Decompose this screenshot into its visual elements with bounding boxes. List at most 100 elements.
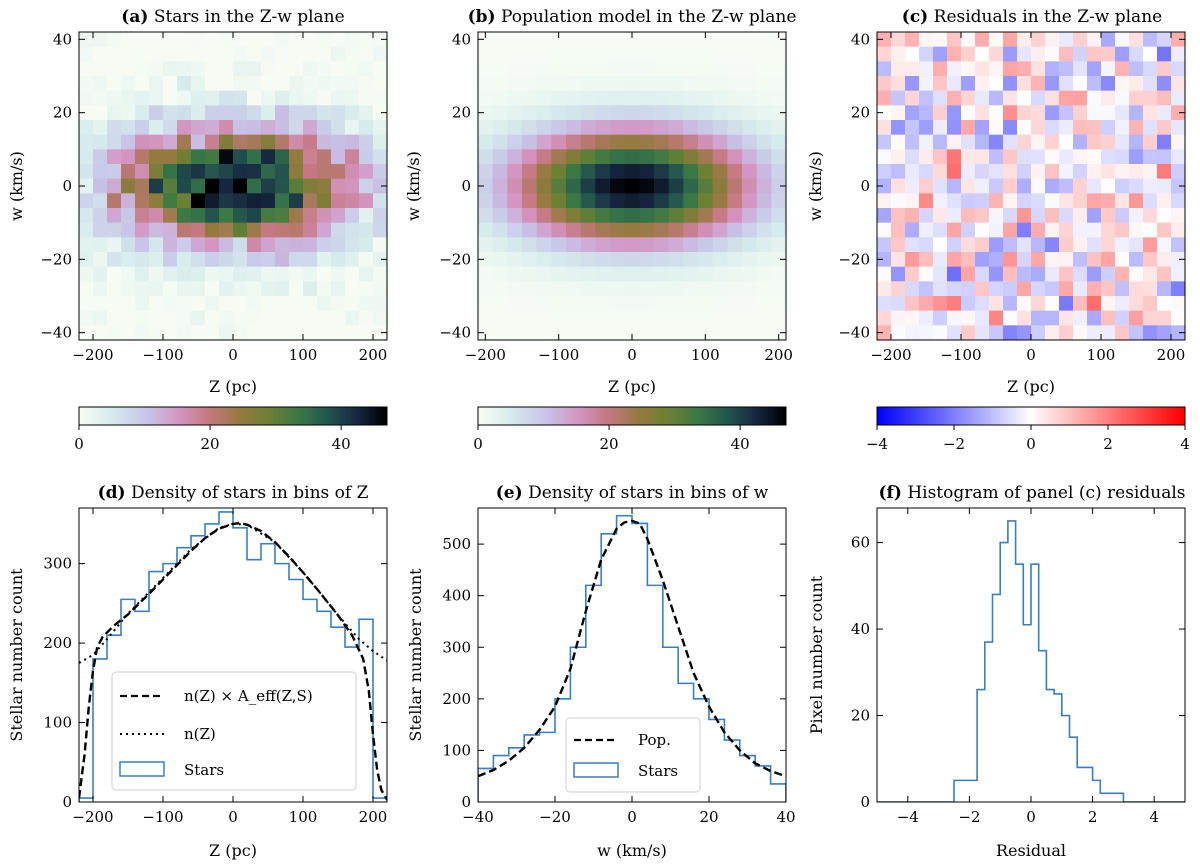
heatmap-cell: [1073, 105, 1088, 121]
heatmap-cell: [261, 120, 276, 136]
heatmap-cell: [331, 32, 346, 48]
heatmap-cell: [507, 120, 523, 136]
heatmap-cell: [610, 46, 626, 62]
heatmap-cell: [79, 46, 94, 62]
heatmap-cell: [373, 237, 388, 253]
heatmap-cell: [742, 178, 758, 194]
colorbar-segment: [286, 407, 290, 425]
heatmap-cell: [79, 208, 94, 224]
heatmap-cell: [877, 325, 892, 341]
colorbar-segment: [253, 407, 257, 425]
heatmap-cell: [1101, 61, 1116, 77]
colorbar-segment: [166, 407, 170, 425]
heatmap-cell: [373, 266, 388, 282]
heatmap-cell: [247, 296, 262, 312]
panel-e-legend: Pop. Stars: [565, 717, 701, 793]
heatmap-cell: [1115, 61, 1130, 77]
heatmap-cell: [989, 252, 1004, 268]
colorbar-segment: [941, 407, 945, 425]
heatmap-cell: [639, 281, 655, 297]
x-tick-label: −2: [958, 808, 980, 826]
heatmap-cell: [233, 76, 248, 92]
heatmap-cell: [1157, 208, 1172, 224]
colorbar-segment: [555, 407, 559, 425]
heatmap-cell: [275, 208, 290, 224]
heatmap-cell: [595, 222, 611, 238]
heatmap-cell: [1171, 281, 1186, 297]
heatmap-cell: [303, 90, 318, 106]
heatmap-cell: [1073, 325, 1088, 341]
heatmap-cell: [1059, 149, 1074, 165]
colorbar-segment: [773, 407, 777, 425]
heatmap-cell: [522, 90, 538, 106]
heatmap-cell: [756, 149, 772, 165]
heatmap-cell: [947, 310, 962, 326]
heatmap-cell: [1017, 296, 1032, 312]
heatmap-cell: [771, 281, 787, 297]
panel-e-title-tag: (e): [496, 483, 523, 503]
heatmap-cell: [877, 105, 892, 121]
colorbar-segment: [1056, 407, 1060, 425]
heatmap-cell: [683, 310, 699, 326]
heatmap-cell: [107, 149, 122, 165]
heatmap-cell: [205, 134, 220, 150]
heatmap-cell: [121, 61, 136, 77]
heatmap-cell: [877, 237, 892, 253]
heatmap-cell: [79, 76, 94, 92]
heatmap-cell: [1157, 32, 1172, 48]
heatmap-cell: [698, 61, 714, 77]
heatmap-cell: [317, 222, 332, 238]
heatmap-cell: [947, 281, 962, 297]
colorbar-segment: [266, 407, 270, 425]
heatmap-cell: [275, 310, 290, 326]
heatmap-cell: [331, 208, 346, 224]
heatmap-cell: [961, 164, 976, 180]
heatmap-cell: [595, 46, 611, 62]
heatmap-cell: [668, 90, 684, 106]
heatmap-cell: [624, 76, 640, 92]
heatmap-cell: [1045, 193, 1060, 209]
colorbar-segment: [156, 407, 160, 425]
panel-c: (c) Residuals in the Z-w plane −200 −100 0…: [806, 7, 1190, 453]
heatmap-cell: [163, 46, 178, 62]
y-tick-label: −20: [40, 250, 72, 268]
heatmap-cell: [247, 90, 262, 106]
heatmap-cell: [359, 222, 374, 238]
colorbar-segment: [930, 407, 934, 425]
heatmap-cell: [205, 61, 220, 77]
heatmap-cell: [219, 90, 234, 106]
colorbar-tick-label: −4: [866, 435, 888, 453]
heatmap-cell: [919, 310, 934, 326]
y-tick-label: 100: [43, 714, 72, 732]
colorbar-segment: [488, 407, 492, 425]
heatmap-cell: [933, 178, 948, 194]
heatmap-cell: [205, 90, 220, 106]
colorbar-segment: [762, 407, 766, 425]
heatmap-cell: [1171, 325, 1186, 341]
heatmap-cell: [566, 134, 582, 150]
heatmap-cell: [303, 281, 318, 297]
heatmap-cell: [580, 252, 596, 268]
heatmap-cell: [947, 193, 962, 209]
y-tick-label: 20: [851, 707, 870, 725]
heatmap-cell: [1101, 46, 1116, 62]
heatmap-cell: [135, 46, 150, 62]
heatmap-cell: [536, 90, 552, 106]
heatmap-cell: [654, 105, 670, 121]
heatmap-cell: [536, 193, 552, 209]
heatmap-cell: [373, 310, 388, 326]
heatmap-cell: [1045, 178, 1060, 194]
colorbar-segment: [1179, 407, 1183, 425]
heatmap-cell: [478, 76, 494, 92]
panel-c-xlabel: Z (pc): [1007, 377, 1055, 396]
heatmap-cell: [149, 310, 164, 326]
heatmap-cell: [771, 325, 787, 341]
colorbar-segment: [86, 407, 90, 425]
heatmap-cell: [595, 310, 611, 326]
x-tick-label: 20: [699, 808, 718, 826]
colorbar-segment: [755, 407, 759, 425]
heatmap-cell: [536, 134, 552, 150]
heatmap-cell: [93, 208, 108, 224]
heatmap-cell: [275, 237, 290, 253]
heatmap-cell: [345, 149, 360, 165]
